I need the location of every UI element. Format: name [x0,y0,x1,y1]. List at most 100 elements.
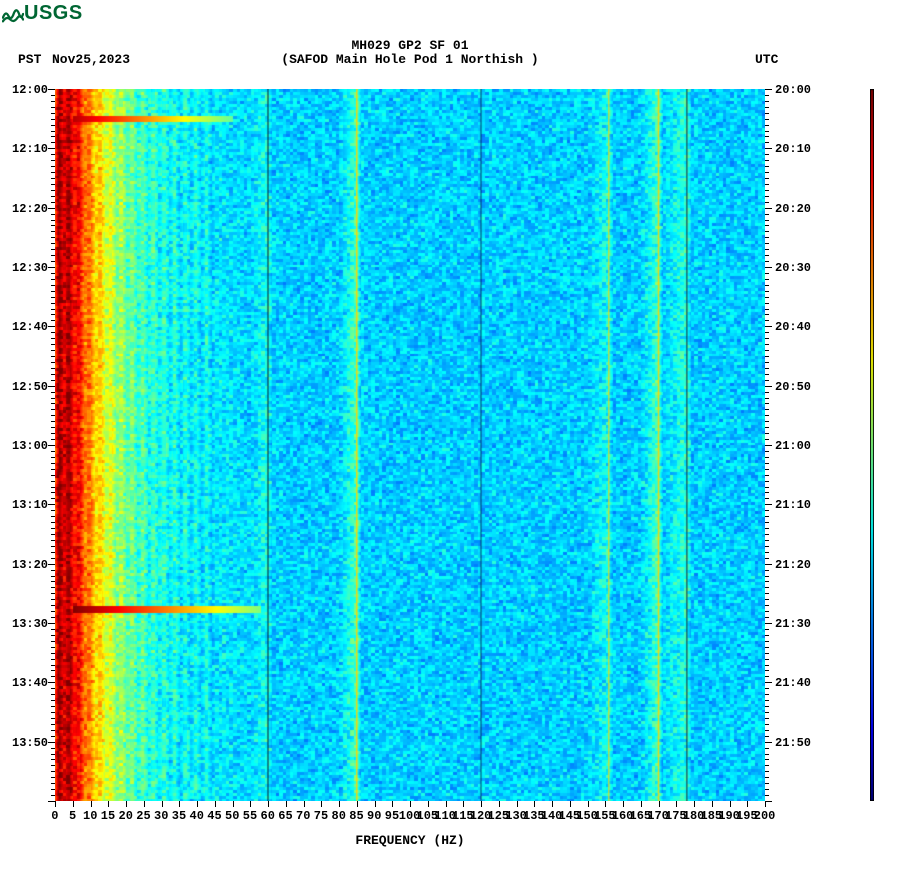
tick-right [765,700,769,701]
tick-right [765,125,769,126]
tick-right [765,208,772,209]
y-right-label: 21:20 [775,558,811,572]
tick-bottom [73,801,74,807]
right-timezone: UTC [755,52,778,67]
tick-right [765,706,769,707]
tick-bottom [375,801,376,807]
x-tick-label: 50 [225,809,239,823]
tick-right [765,463,769,464]
tick-right [765,587,769,588]
tick-right [765,291,769,292]
tick-right [765,641,769,642]
tick-right [765,439,769,440]
tick-left [51,475,55,476]
tick-left [51,481,55,482]
tick-right [765,190,769,191]
tick-right [765,528,769,529]
y-left-label: 13:40 [12,676,48,690]
tick-right [765,558,769,559]
tick-left [51,320,55,321]
y-left-label: 12:00 [12,83,48,97]
tick-right [765,759,769,760]
tick-right [765,771,769,772]
tick-right [765,273,769,274]
tick-right [765,320,769,321]
tick-right [765,409,769,410]
x-tick-label: 20 [119,809,133,823]
y-right-label: 20:30 [775,261,811,275]
tick-left [51,178,55,179]
tick-left [51,255,55,256]
tick-right [765,730,769,731]
tick-bottom [392,801,393,807]
tick-right [765,184,769,185]
tick-right [765,475,769,476]
tick-right [765,754,769,755]
tick-right [765,451,769,452]
x-tick-label: 60 [261,809,275,823]
tick-right [765,783,769,784]
tick-right [765,237,769,238]
tick-right [765,267,772,268]
tick-left [51,688,55,689]
tick-left [48,326,55,327]
spectrogram-canvas [55,89,765,801]
tick-left [51,309,55,310]
tick-right [765,131,769,132]
tick-left [51,154,55,155]
tick-left [51,314,55,315]
tick-left [51,587,55,588]
y-left-label: 13:20 [12,558,48,572]
y-right-label: 21:40 [775,676,811,690]
tick-right [765,469,769,470]
tick-left [51,599,55,600]
x-tick-label: 10 [83,809,97,823]
tick-left [51,398,55,399]
tick-bottom [623,801,624,807]
x-tick-label: 65 [278,809,292,823]
tick-right [765,261,769,262]
tick-right [765,225,769,226]
x-tick-label: 95 [385,809,399,823]
tick-left [48,445,55,446]
tick-bottom [605,801,606,807]
tick-right [765,653,769,654]
x-tick-label: 80 [332,809,346,823]
x-tick-label: 25 [136,809,150,823]
tick-right [765,665,769,666]
tick-left [51,249,55,250]
tick-bottom [588,801,589,807]
tick-right [765,196,769,197]
tick-bottom [233,801,234,807]
tick-right [765,338,769,339]
tick-left [51,297,55,298]
tick-right [765,777,769,778]
tick-right [765,202,769,203]
tick-right [765,510,769,511]
tick-left [51,706,55,707]
tick-right [765,670,769,671]
tick-bottom [304,801,305,807]
tick-bottom [91,801,92,807]
tick-left [51,380,55,381]
tick-left [51,718,55,719]
tick-right [765,742,772,743]
y-right-label: 20:40 [775,320,811,334]
tick-left [51,516,55,517]
tick-right [765,801,772,802]
tick-left [51,220,55,221]
tick-bottom [463,801,464,807]
tick-left [51,617,55,618]
tick-bottom [357,801,358,807]
x-tick-label: 40 [190,809,204,823]
tick-left [51,142,55,143]
tick-right [765,386,772,387]
tick-right [765,647,769,648]
tick-right [765,231,769,232]
tick-right [765,629,769,630]
tick-bottom [179,801,180,807]
tick-left [51,374,55,375]
tick-left [51,261,55,262]
tick-left [51,160,55,161]
tick-right [765,498,769,499]
